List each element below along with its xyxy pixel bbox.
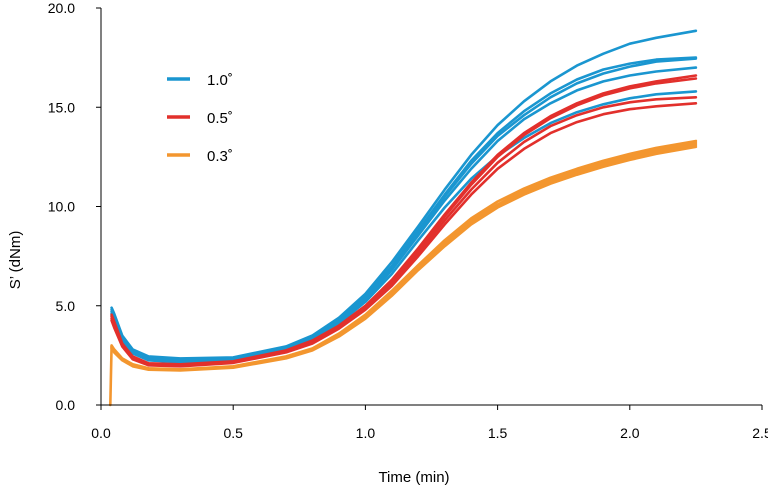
legend: 1.0˚ 0.5˚ 0.3˚ <box>167 72 233 165</box>
series-line <box>110 102 698 368</box>
x-axis-label: Time (min) <box>378 469 449 486</box>
series-line <box>110 145 698 372</box>
series-line <box>110 74 698 366</box>
series-line <box>110 90 698 364</box>
y-ticks: 0.0 5.0 10.0 15.0 20.0 <box>48 0 101 413</box>
x-tick-label: 2.5 <box>752 425 768 441</box>
x-tick-label: 2.0 <box>620 425 640 441</box>
series-line <box>110 66 698 363</box>
y-tick-label: 20.0 <box>48 0 75 16</box>
x-ticks: 0.0 0.5 1.0 1.5 2.0 2.5 <box>91 405 768 441</box>
series-layer <box>109 29 698 407</box>
y-tick-label: 15.0 <box>48 99 75 115</box>
x-tick-label: 0.0 <box>91 425 111 441</box>
legend-label: 0.3˚ <box>207 148 233 165</box>
x-tick-label: 1.0 <box>356 425 376 441</box>
y-tick-label: 5.0 <box>56 298 76 314</box>
x-tick-label: 1.5 <box>488 425 508 441</box>
legend-label: 0.5˚ <box>207 110 233 127</box>
y-tick-label: 10.0 <box>48 199 75 215</box>
y-axis-label: S’ (dNm) <box>7 231 24 290</box>
series-line <box>110 77 698 367</box>
y-tick-label: 0.0 <box>56 397 76 413</box>
x-tick-label: 0.5 <box>223 425 243 441</box>
series-line <box>110 96 698 368</box>
legend-label: 1.0˚ <box>207 72 233 89</box>
